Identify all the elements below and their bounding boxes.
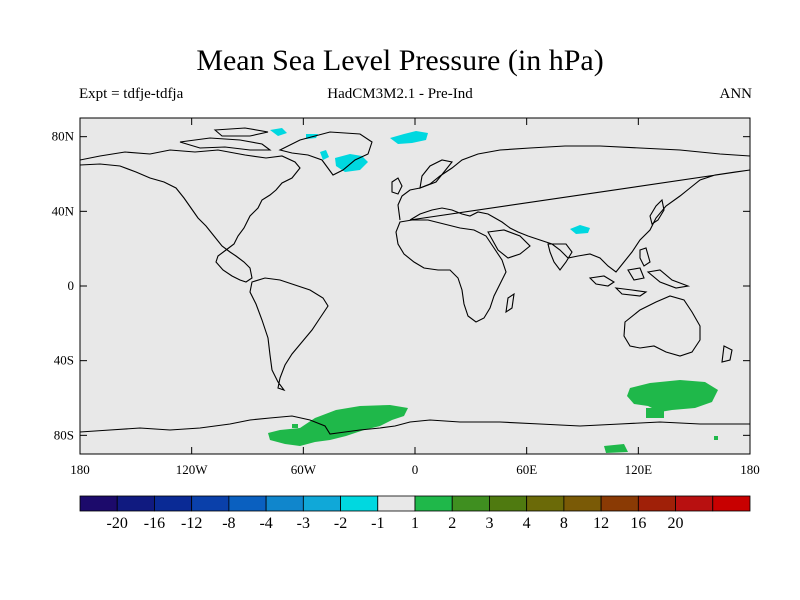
coast-antarctica: [80, 415, 750, 435]
region-tibet-cyan: [570, 225, 590, 234]
colorbar-label: 16: [630, 515, 646, 532]
colorbar-label: 2: [448, 515, 456, 532]
coast-arabia: [487, 229, 531, 259]
coast-eurasia: [397, 145, 750, 273]
lat-tick-label: 80S: [54, 427, 74, 442]
colorbar-swatch: [563, 495, 602, 512]
colorbar-label: -12: [181, 515, 202, 532]
chart-title: Mean Sea Level Pressure (in hPa): [196, 44, 604, 77]
colorbar-label: 20: [668, 515, 684, 532]
colorbar-swatch: [489, 495, 528, 512]
lat-tick-label: 40S: [54, 353, 74, 368]
lat-tick-label: 80N: [52, 129, 75, 144]
lat-tick-label: 40N: [52, 203, 75, 218]
coast-north-america: [80, 149, 301, 283]
colorbar-swatch: [526, 495, 565, 512]
lat-tick-label: 0: [68, 278, 75, 293]
colorbar-label: 12: [593, 515, 609, 532]
coast-indonesia: [588, 267, 691, 297]
lon-tick-label: 60E: [516, 462, 537, 477]
colorbar-swatch: [675, 495, 714, 512]
colorbar-label: -1: [371, 515, 384, 532]
region-weddell-green: [268, 405, 408, 446]
colorbar-swatch: [637, 495, 676, 512]
coast-africa: [395, 219, 507, 323]
colorbar-swatch: [191, 495, 230, 512]
lon-tick-label: 180: [70, 462, 90, 477]
coastlines: [80, 127, 750, 435]
model-label: HadCM3M2.1 - Pre-Ind: [327, 86, 473, 102]
coast-india: [547, 243, 573, 271]
coast-australia: [623, 295, 701, 357]
colorbar-label: -8: [222, 515, 235, 532]
colorbar-label: -2: [334, 515, 347, 532]
colorbar-swatch: [414, 495, 453, 512]
colorbar-swatch: [302, 495, 341, 512]
region-baffin-cyan: [270, 128, 287, 136]
coast-britain: [391, 177, 403, 195]
colorbar-label: 1: [411, 515, 419, 532]
colorbar-swatch: [228, 495, 267, 512]
axis-layer: 80N 40N 0 40S 80S 180 120W 60W 0 60E 120E 180: [52, 118, 760, 477]
coast-japan: [649, 198, 665, 225]
lon-tick-label: 120W: [176, 462, 209, 477]
experiment-label: Expt = tdfje-tdfja: [79, 86, 184, 102]
colorbar-label: -16: [144, 515, 165, 532]
colorbar-swatch: [79, 495, 118, 512]
colorbar-swatch: [265, 495, 304, 512]
colorbar-label: 4: [523, 515, 531, 532]
lon-tick-label: 60W: [291, 462, 317, 477]
colorbar-label: 8: [560, 515, 568, 532]
colorbar-label: 3: [485, 515, 493, 532]
lon-tick-label: 0: [412, 462, 419, 477]
coast-new-zealand: [721, 345, 733, 363]
lon-tick-label: 120E: [625, 462, 653, 477]
colorbar-label: -3: [297, 515, 310, 532]
coast-madagascar: [505, 292, 515, 314]
colorbar-swatch: [340, 495, 379, 512]
colorbar-swatch: [377, 495, 416, 512]
colorbar-swatch: [116, 495, 155, 512]
coast-philippines: [639, 247, 651, 267]
region-barents-cyan: [390, 131, 428, 144]
lon-tick-label: 180: [740, 462, 760, 477]
colorbar-swatch: [600, 495, 639, 512]
season-label: ANN: [719, 86, 753, 102]
region-southern-ocean-green: [604, 380, 718, 453]
coast-canadian-arctic: [179, 127, 272, 151]
colorbar-label: -20: [107, 515, 128, 532]
coast-south-america: [249, 277, 329, 392]
coast-greenland: [278, 131, 373, 176]
colorbar-swatch: [451, 495, 490, 512]
colorbar-swatch: [154, 495, 193, 512]
coast-scandinavia: [419, 159, 453, 189]
colorbar-label: -4: [259, 515, 272, 532]
colorbar-swatch: [712, 495, 751, 512]
colorbar: -20 -16 -12 -8 -4 -3 -2 -1 1 2 3 4 8 12 16 20: [79, 495, 751, 532]
